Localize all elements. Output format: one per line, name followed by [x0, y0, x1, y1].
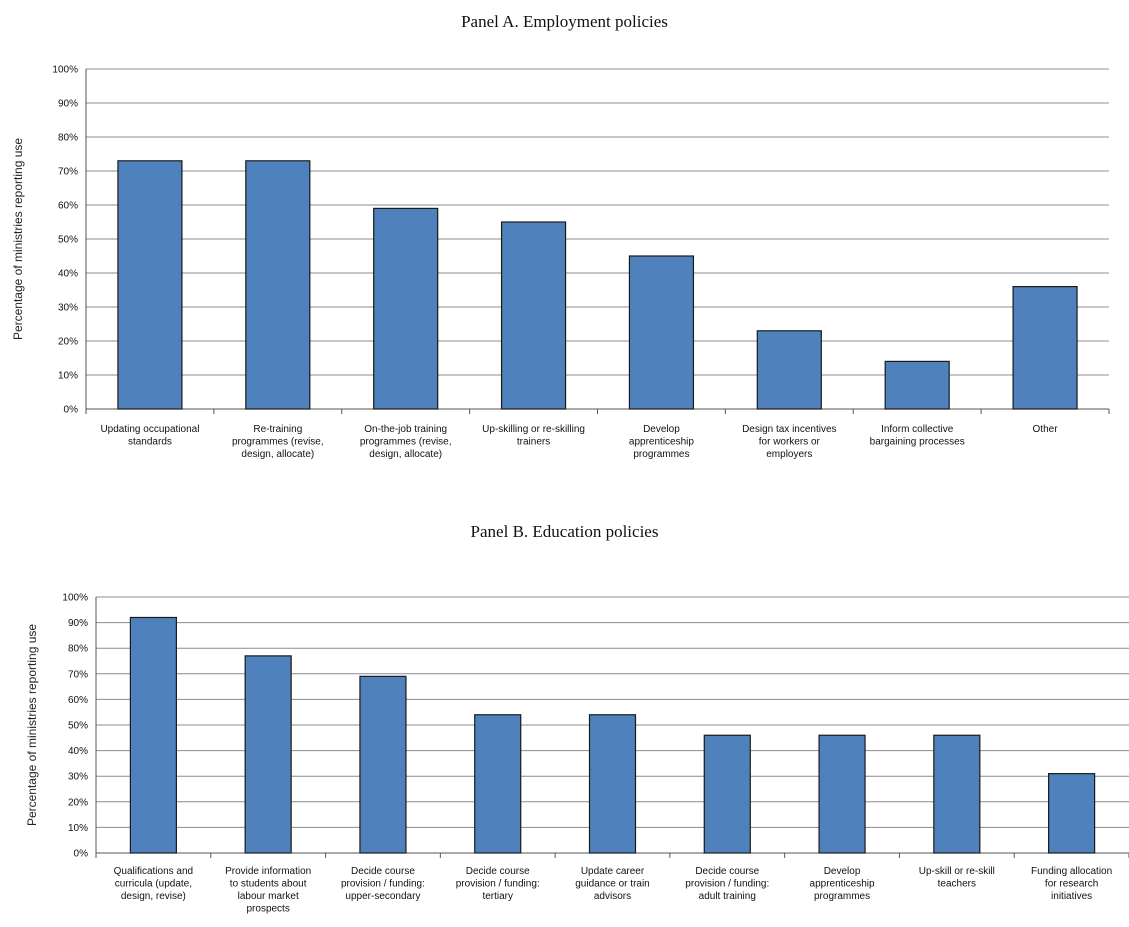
bar	[500, 221, 567, 410]
bar	[373, 207, 439, 410]
y-tick-label: 30%	[58, 303, 78, 314]
category-label: Re-training programmes (revise, design, al…	[232, 424, 324, 460]
y-tick-label: 80%	[68, 644, 88, 655]
bar	[628, 255, 695, 410]
y-tick-label: 10%	[68, 823, 88, 834]
category-label: Funding allocation for research initiative…	[1031, 866, 1112, 902]
category-label: Up-skill or re-skill teachers	[919, 866, 995, 890]
bar	[244, 655, 292, 854]
y-tick-label: 40%	[58, 269, 78, 280]
y-tick-label: 40%	[68, 746, 88, 757]
bar	[359, 675, 407, 854]
category-label: Updating occupational standards	[100, 424, 199, 448]
y-tick-label: 0%	[64, 405, 79, 416]
y-tick-label: 70%	[68, 669, 88, 680]
bar	[933, 734, 981, 854]
y-tick-label: 90%	[58, 99, 78, 110]
bar	[129, 616, 177, 854]
bar	[703, 734, 751, 854]
bar	[474, 714, 522, 854]
category-label: Up-skilling or re-skilling trainers	[482, 424, 585, 448]
category-label: Other	[1033, 424, 1059, 435]
bar	[117, 160, 183, 410]
y-tick-label: 10%	[58, 371, 78, 382]
y-axis-label: Percentage of ministries reporting use	[25, 624, 39, 826]
bar	[1012, 286, 1078, 410]
y-tick-label: 60%	[58, 201, 78, 212]
y-axis-label: Percentage of ministries reporting use	[11, 138, 25, 340]
category-label: Decide course provision / funding: upper-s…	[341, 866, 425, 902]
y-tick-label: 70%	[58, 167, 78, 178]
category-label: Develop apprenticeship programmes	[810, 866, 875, 902]
category-label: Update career guidance or train advisors	[575, 866, 650, 902]
bar	[884, 360, 950, 410]
category-label: Design tax incentives for workers or emplo…	[742, 424, 837, 460]
bar	[245, 160, 311, 410]
y-tick-label: 100%	[62, 593, 88, 604]
bar	[818, 734, 866, 854]
y-tick-label: 30%	[68, 772, 88, 783]
category-label: Provide information to students about labo…	[225, 866, 311, 915]
y-tick-label: 50%	[58, 235, 78, 246]
y-tick-label: 90%	[68, 618, 88, 629]
y-tick-label: 50%	[68, 721, 88, 732]
panel-a-title: Panel A. Employment policies	[461, 12, 668, 31]
category-label: Qualifications and curricula (update, desi…	[114, 866, 194, 902]
y-tick-label: 20%	[58, 337, 78, 348]
panel-b-title: Panel B. Education policies	[470, 522, 659, 541]
y-tick-label: 80%	[58, 133, 78, 144]
bar	[756, 330, 822, 410]
y-tick-label: 20%	[68, 797, 88, 808]
y-tick-label: 100%	[52, 65, 78, 76]
category-label: On-the-job training programmes (revise, de…	[360, 424, 452, 460]
y-tick-label: 0%	[74, 849, 89, 860]
category-label: Inform collective bargaining processes	[870, 424, 965, 448]
y-tick-label: 60%	[68, 695, 88, 706]
category-label: Decide course provision / funding: tertiar…	[456, 866, 540, 902]
category-label: Decide course provision / funding: adult t…	[685, 866, 769, 902]
bar	[588, 714, 637, 854]
bar	[1048, 773, 1096, 854]
category-label: Develop apprenticeship programmes	[629, 424, 694, 460]
